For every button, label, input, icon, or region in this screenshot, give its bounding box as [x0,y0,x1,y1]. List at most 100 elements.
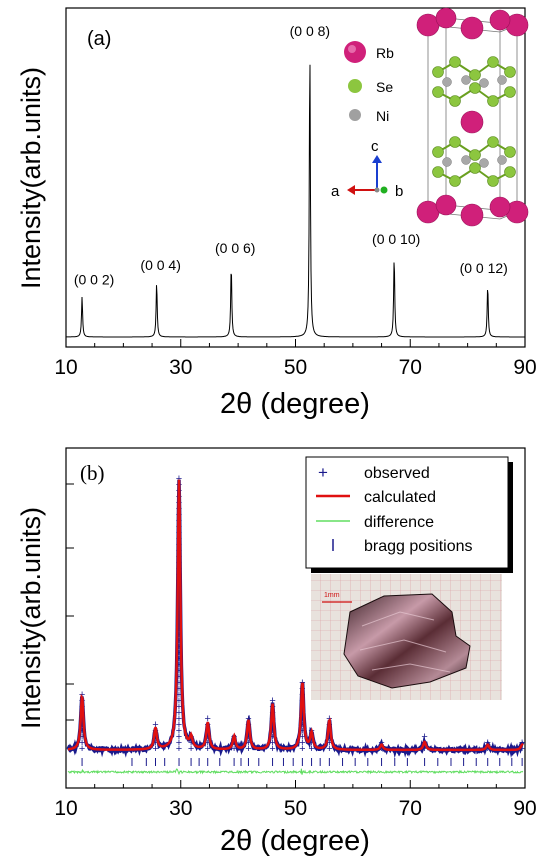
observed-point: + [188,737,194,749]
panel-b-calculated-line [68,479,524,752]
observed-point: + [152,719,158,731]
observed-point: + [176,683,182,695]
rb-atom-icon [344,41,366,63]
panel-a-x-axis-label: 2θ (degree) [220,388,370,420]
observed-point: + [204,737,210,749]
panel-a-xtick-label: 70 [399,356,422,379]
observed-point: + [231,743,237,755]
observed-point: + [79,719,85,731]
panel-b-xticks: 10 30 50 70 90 [54,780,537,820]
observed-point: + [176,647,182,659]
observed-point: + [176,611,182,623]
observed-point: + [188,743,194,755]
observed-point: + [79,737,85,749]
rb-atom-highlight [348,45,356,53]
observed-point: + [308,743,314,755]
observed-point: + [269,737,275,749]
observed-point: + [269,731,275,743]
panel-a-peak-labels: (0 0 2) (0 0 4) (0 0 6) (0 0 8) (0 0 10) (0 0… [74,23,508,288]
observed-point: + [519,737,525,749]
panel-a-label: (a) [87,28,111,50]
observed-point: + [176,695,182,707]
observed-point: + [378,737,384,749]
observed-point: + [484,737,490,749]
observed-point: + [176,623,182,635]
peak-label: (0 0 10) [372,231,420,247]
b-axis-dot [380,186,388,194]
panel-b-y-axis-label: Intensity(arb.units) [16,507,46,729]
observed-point: + [299,707,305,719]
observed-point: + [176,617,182,629]
crystal-axes-glyph: c a b [331,138,403,200]
observed-point: + [299,701,305,713]
panel-b-x-axis-label: 2θ (degree) [220,825,370,857]
observed-point: + [245,743,251,755]
observed-point: + [176,719,182,731]
crystal-photo: 1mm [311,574,502,700]
observed-point: + [326,743,332,755]
panel-b-xtick-label: 50 [284,797,307,820]
observed-point: + [176,629,182,641]
legend-bragg: bragg positions [364,538,473,555]
panel-a-pattern-line [66,64,525,338]
observed-point: + [176,659,182,671]
axes-origin [374,187,380,193]
observed-point: + [176,581,182,593]
observed-point: + [176,671,182,683]
observed-point: + [176,689,182,701]
axis-c-label: c [371,138,379,155]
observed-point: + [204,731,210,743]
panel-b-yticks [66,483,74,721]
observed-point: + [176,743,182,755]
observed-point: + [176,665,182,677]
observed-point: + [204,713,210,725]
legend-box [305,456,509,569]
panel-b-difference-line [67,768,524,776]
observed-point: + [176,653,182,665]
observed-point: + [79,689,85,701]
observed-point: + [299,743,305,755]
observed-point: + [299,719,305,731]
legend-observed: observed [364,465,430,482]
observed-point: + [269,719,275,731]
panel-a-xtick-label: 30 [169,356,192,379]
panel-b: 10 30 50 70 90 +++++++++++++++++++++++++++++… [16,447,537,857]
observed-marker-icon: + [318,463,328,482]
observed-point: + [245,725,251,737]
observed-point: + [269,725,275,737]
observed-point: + [176,473,182,485]
legend-rb: Rb [376,45,394,61]
observed-point: + [245,737,251,749]
axis-b-label: b [395,183,403,200]
observed-point: + [299,713,305,725]
axis-a-label: a [331,183,340,200]
observed-point: + [231,737,237,749]
observed-point: + [299,737,305,749]
observed-point: + [176,725,182,737]
panel-a-xticks: 10 30 50 70 90 [54,339,537,379]
observed-point: + [519,743,525,755]
observed-point: + [176,605,182,617]
panel-a-y-axis-label: Intensity(arb.units) [16,67,46,289]
observed-point: + [299,725,305,737]
panel-b-xtick-label: 10 [54,797,77,820]
atom-legend: Rb Se Ni [344,41,394,124]
se-atom-icon [348,79,362,93]
observed-point: + [378,743,384,755]
observed-point: + [421,731,427,743]
observed-point: + [326,725,332,737]
observed-point: + [152,737,158,749]
observed-point: + [152,743,158,755]
observed-point: + [176,701,182,713]
panel-b-label: (b) [80,461,105,485]
observed-point: + [79,725,85,737]
panel-b-bragg-ticks [81,758,523,766]
c-arrow-head-icon [372,155,382,163]
panel-a-xtick-label: 10 [54,356,77,379]
observed-point: + [176,635,182,647]
observed-point: + [176,593,182,605]
observed-point: + [308,737,314,749]
legend-se: Se [376,79,393,95]
panel-a-xtick-label: 50 [284,356,307,379]
observed-point: + [79,743,85,755]
